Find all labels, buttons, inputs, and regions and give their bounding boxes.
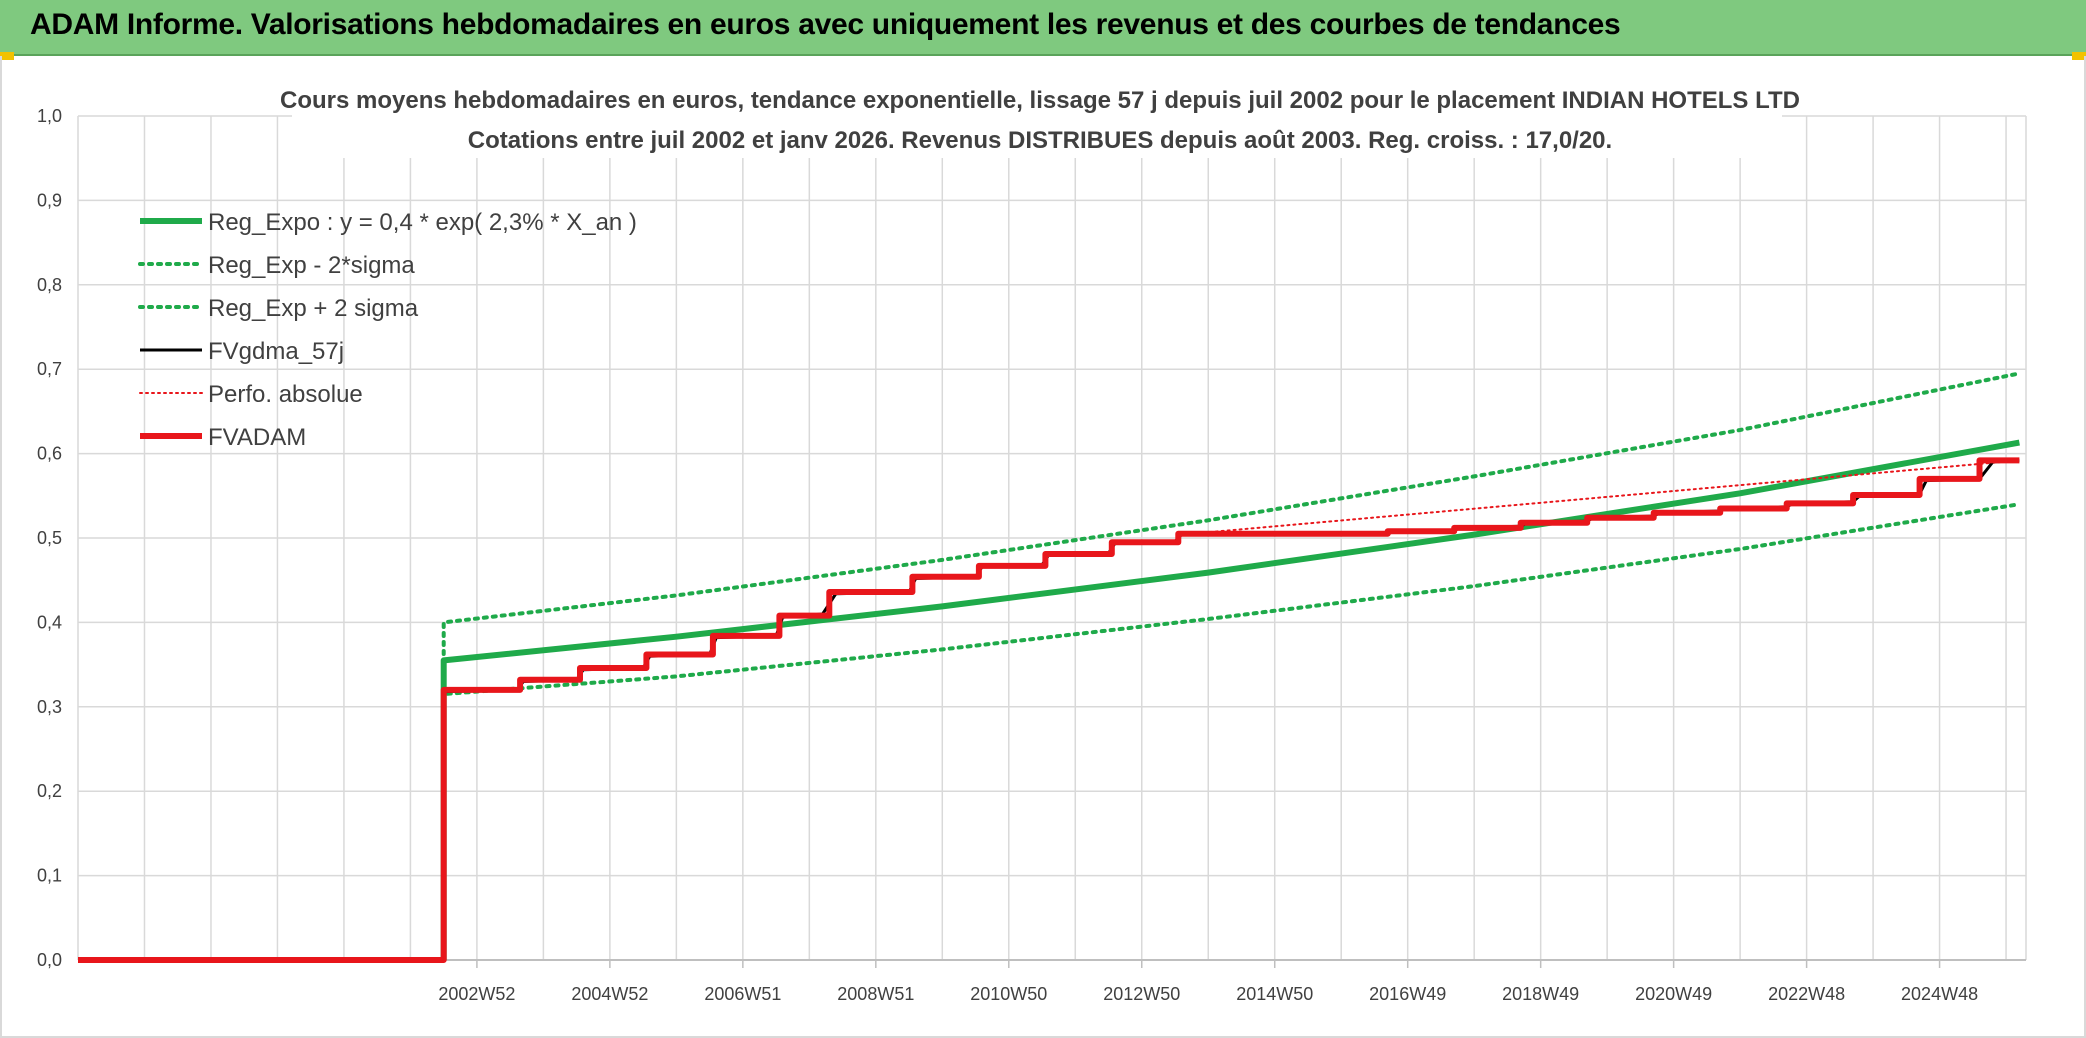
legend-label: Reg_Exp - 2*sigma bbox=[208, 252, 415, 279]
y-tick-label: 1,0 bbox=[37, 106, 62, 126]
legend-label: Perfo. absolue bbox=[208, 381, 363, 408]
legend: Reg_Expo : y = 0,4 * exp( 2,3% * X_an ) R… bbox=[138, 209, 637, 451]
legend-label: Reg_Expo : y = 0,4 * exp( 2,3% * X_an ) bbox=[208, 209, 637, 236]
y-tick-label: 0,3 bbox=[37, 697, 62, 717]
x-axis-ticks: 2002W52 2004W52 2006W51 2008W51 2010W50 2012W… bbox=[438, 960, 1978, 1004]
series-line-3 bbox=[78, 458, 2020, 962]
series-line-0 bbox=[440, 439, 2020, 960]
report-banner: ADAM Informe. Valorisations hebdomadaire… bbox=[0, 0, 2086, 56]
x-tick-label: 2022W48 bbox=[1768, 984, 1845, 1004]
title-background bbox=[292, 80, 1782, 158]
legend-label: FVADAM bbox=[208, 424, 306, 451]
x-tick-label: 2012W50 bbox=[1103, 984, 1180, 1004]
y-tick-label: 0,4 bbox=[37, 612, 62, 632]
grid-lines bbox=[77, 115, 2027, 961]
x-tick-label: 2024W48 bbox=[1901, 984, 1978, 1004]
y-tick-label: 0,6 bbox=[37, 444, 62, 464]
x-tick-label: 2014W50 bbox=[1236, 984, 1313, 1004]
series-line-2 bbox=[441, 371, 2022, 962]
x-tick-label: 2002W52 bbox=[438, 984, 515, 1004]
x-tick-label: 2020W49 bbox=[1635, 984, 1712, 1004]
y-tick-label: 0,7 bbox=[37, 359, 62, 379]
y-tick-label: 0,8 bbox=[37, 275, 62, 295]
report-title: ADAM Informe. Valorisations hebdomadaire… bbox=[30, 8, 1621, 41]
corner-marker-right bbox=[2072, 52, 2086, 60]
x-tick-label: 2018W49 bbox=[1502, 984, 1579, 1004]
legend-label: FVgdma_57j bbox=[208, 338, 344, 365]
series-lines bbox=[78, 371, 2022, 963]
x-tick-label: 2008W51 bbox=[837, 984, 914, 1004]
series-line-5 bbox=[78, 457, 2020, 963]
corner-marker-left bbox=[0, 52, 14, 60]
chart-area bbox=[0, 56, 2086, 1038]
y-tick-label: 0,9 bbox=[37, 190, 62, 210]
y-axis-ticks: 0,0 0,1 0,2 0,3 0,4 0,5 0,6 0,7 0,8 0,9 1,0 bbox=[37, 106, 62, 970]
x-tick-label: 2016W49 bbox=[1369, 984, 1446, 1004]
series-line-1 bbox=[441, 502, 2022, 962]
x-tick-label: 2004W52 bbox=[571, 984, 648, 1004]
y-tick-label: 0,0 bbox=[37, 950, 62, 970]
x-tick-label: 2006W51 bbox=[704, 984, 781, 1004]
legend-label: Reg_Exp + 2 sigma bbox=[208, 295, 419, 322]
chart-title-line1: Cours moyens hebdomadaires en euros, ten… bbox=[280, 87, 1800, 114]
y-tick-label: 0,1 bbox=[37, 866, 62, 886]
y-tick-label: 0,5 bbox=[37, 528, 62, 548]
x-tick-label: 2010W50 bbox=[970, 984, 1047, 1004]
y-tick-label: 0,2 bbox=[37, 781, 62, 801]
chart-title-line2: Cotations entre juil 2002 et janv 2026. … bbox=[468, 127, 1612, 154]
